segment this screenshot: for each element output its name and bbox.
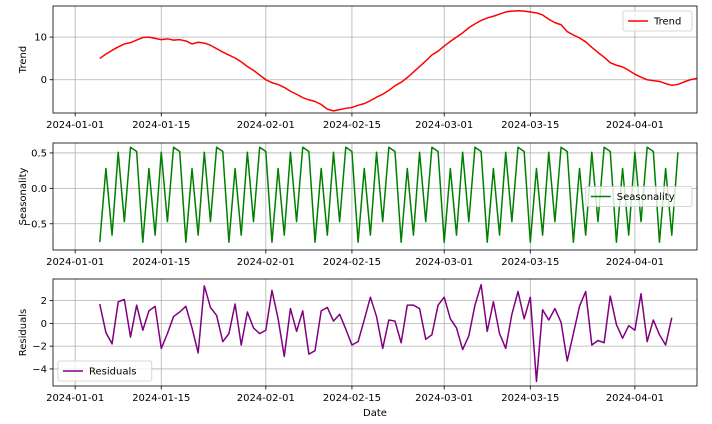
x-tick-label: 2024-03-15 [501,120,559,131]
y-axis-label: Residuals [18,309,29,356]
x-tick-label: 2024-01-15 [132,257,190,268]
y-tick-label: −0.5 [23,219,47,230]
y-tick-label: 0.5 [31,148,47,159]
legend: Residuals [57,360,153,382]
x-axis-label: Date [363,408,387,419]
legend-label: Trend [653,17,681,28]
x-tick-label: 2024-01-15 [132,393,190,404]
x-tick-label: 2024-04-01 [606,257,664,268]
x-tick-label: 2024-03-01 [415,393,473,404]
x-tick-label: 2024-03-01 [415,120,473,131]
legend: Seasonality [585,186,693,207]
axes-frame [52,142,698,251]
x-tick-label: 2024-02-15 [323,257,381,268]
y-tick-label: 2 [41,296,47,307]
legend-box [622,10,693,32]
series-line-residuals [99,283,673,383]
panel-1: 2024-01-01 2024-01-15 2024-02-01 2024-02-15… [18,5,698,131]
y-tick-label: 10 [34,33,47,44]
grid [53,6,697,113]
panel-3: 2024-01-01 2024-01-15 2024-02-01 2024-02-15… [18,278,698,419]
y-tick-label: 0 [41,319,47,330]
x-tick-label: 2024-02-15 [323,120,381,131]
y-tick-label: 0 [41,75,47,86]
x-tick-label: 2024-03-15 [501,257,559,268]
x-tick-label: 2024-02-15 [323,393,381,404]
x-tick-label: 2024-04-01 [606,120,664,131]
x-tick-label: 2024-03-01 [415,257,473,268]
panel-2: 2024-01-01 2024-01-15 2024-02-01 2024-02-15… [18,142,698,268]
x-tick-label: 2024-01-01 [46,393,104,404]
axes-frame [52,278,698,387]
y-tick-label: −4 [32,364,47,375]
legend-label: Seasonality [617,192,675,203]
x-tick-label: 2024-01-01 [46,257,104,268]
x-tick-label: 2024-01-15 [132,120,190,131]
x-tick-label: 2024-03-15 [501,393,559,404]
x-tick-label: 2024-02-01 [237,393,295,404]
axes-frame [52,5,698,114]
x-tick-label: 2024-04-01 [606,393,664,404]
y-tick-label: −2 [32,342,47,353]
x-tick-label: 2024-02-01 [237,257,295,268]
x-tick-label: 2024-01-01 [46,120,104,131]
series-line-seasonality [99,146,679,243]
legend: Trend [622,10,693,32]
series-line-trend [99,9,697,112]
y-axis-label: Seasonality [18,168,29,226]
y-tick-label: 0.0 [31,184,47,195]
y-axis-label: Trend [18,46,29,74]
legend-box [57,360,153,382]
x-tick-label: 2024-02-01 [237,120,295,131]
legend-box [585,186,693,207]
legend-label: Residuals [89,367,136,378]
